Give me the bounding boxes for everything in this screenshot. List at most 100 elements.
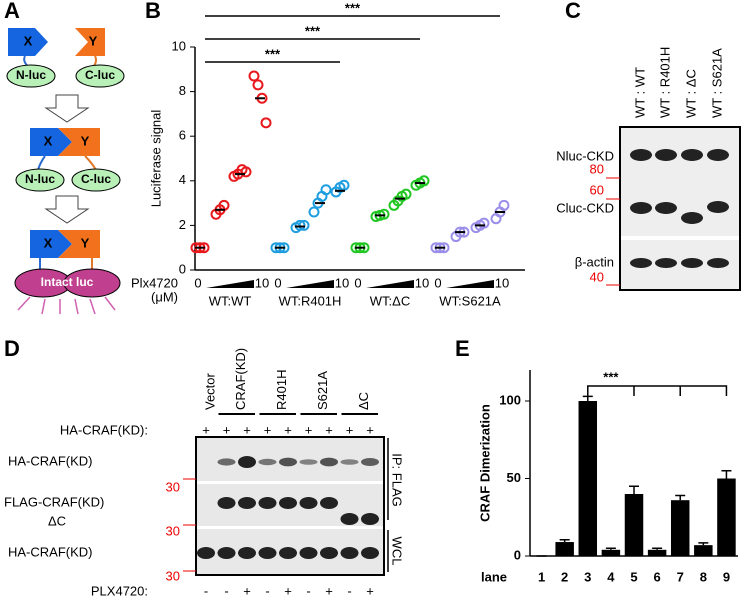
n-luc-label: N-luc: [16, 68, 46, 82]
marker: 30: [166, 568, 180, 583]
dose-tick: 10: [495, 275, 509, 290]
y-tick-label: 0: [179, 261, 186, 276]
x-label: X: [24, 33, 33, 48]
error-bar: [582, 395, 593, 401]
sign: -: [265, 583, 269, 598]
sign: +: [284, 583, 292, 598]
marker: 30: [166, 479, 180, 494]
error-bar: [559, 538, 570, 543]
lane-label: WT : WT: [632, 67, 647, 118]
band: [299, 497, 318, 509]
band: [340, 459, 359, 465]
blot-label: HA-CRAF(KD): [8, 544, 93, 559]
blot-label: FLAG-CRAF(KD): [4, 494, 104, 509]
sign: +: [243, 422, 251, 437]
y-tick-label: 4: [179, 172, 186, 187]
point: [378, 208, 390, 220]
error-bar: [652, 547, 663, 550]
y-tick-label: 0: [514, 547, 521, 562]
dose-tick: 10: [335, 275, 349, 290]
sign: +: [202, 422, 210, 437]
dose-label: (μM): [151, 289, 178, 304]
bar: [717, 478, 736, 556]
point: [478, 217, 490, 229]
x-tick-label: 6: [653, 569, 660, 584]
y-tick-label: 50: [507, 470, 521, 485]
sign: -: [204, 583, 208, 598]
dose-wedge: [286, 280, 334, 288]
y-label: Y: [81, 235, 90, 250]
x-tick-label: 3: [584, 569, 591, 584]
x-shape: [8, 28, 48, 56]
panel-label: E: [455, 336, 470, 361]
band: [361, 458, 379, 466]
lane-label: WT : S621A: [709, 48, 724, 118]
point: [418, 175, 430, 187]
column-label: CRAF(KD): [233, 348, 248, 410]
sign: -: [347, 583, 351, 598]
dose-tick: 0: [274, 275, 281, 290]
band: [299, 547, 318, 559]
significance-label: ***: [345, 0, 361, 15]
marker: 80: [590, 161, 604, 176]
lane-label: WT : R401H: [657, 47, 672, 118]
y-tick-label: 10: [172, 38, 186, 53]
column-label: Vector: [202, 372, 217, 410]
error-bar: [721, 470, 732, 479]
c-luc-label: C-luc: [81, 172, 111, 186]
point: [320, 184, 332, 196]
y-axis-title: Luciferase signal: [148, 110, 163, 208]
bar: [670, 500, 690, 556]
y-label: Y: [81, 133, 90, 148]
dose-wedge: [446, 280, 494, 288]
point: [240, 166, 252, 178]
band-label: Cluc-CKD: [556, 200, 614, 215]
band: [299, 459, 318, 465]
marker: 40: [590, 269, 604, 284]
point: [260, 117, 272, 129]
x-tick-label: 4: [607, 569, 615, 584]
column-label: S621A: [315, 371, 330, 410]
sign: +: [325, 583, 333, 598]
band: [320, 457, 338, 467]
sign: +: [243, 583, 251, 598]
group-label: WT:WT: [209, 293, 252, 308]
band: [258, 547, 277, 559]
blot-label: ΔC: [48, 513, 66, 528]
dose-tick: 0: [354, 275, 361, 290]
sign: +: [366, 583, 374, 598]
x-tick-label: 5: [630, 569, 637, 584]
significance-label: ***: [305, 23, 321, 38]
blot-label: HA-CRAF(KD): [8, 453, 93, 468]
band: [258, 497, 277, 509]
marker: 60: [590, 182, 604, 197]
significance-bracket: [587, 385, 728, 396]
row-label: HA-CRAF(KD):: [60, 422, 148, 437]
band: [320, 497, 338, 509]
panel-label: D: [4, 336, 20, 361]
point: [294, 219, 306, 231]
significance-label: ***: [603, 369, 619, 384]
sign: -: [306, 583, 310, 598]
dose-tick: 10: [415, 275, 429, 290]
band: [238, 456, 256, 468]
y-shape: [75, 28, 105, 56]
band: [340, 547, 359, 559]
marker: 30: [166, 523, 180, 538]
dose-tick: 10: [255, 275, 269, 290]
sign: +: [264, 422, 272, 437]
x-label: X: [44, 133, 53, 148]
band: [238, 497, 256, 509]
dose-tick: 0: [434, 275, 441, 290]
sign: +: [223, 422, 231, 437]
x-axis-title: lane: [481, 569, 507, 584]
x-tick-label: 2: [561, 569, 568, 584]
point: [252, 79, 264, 91]
column-label: R401H: [274, 370, 289, 410]
band: [258, 458, 277, 466]
point: [338, 179, 350, 191]
x-label: X: [44, 235, 53, 250]
band: [279, 547, 297, 559]
side-label: WCL: [390, 537, 405, 566]
y-label: Y: [89, 33, 98, 48]
